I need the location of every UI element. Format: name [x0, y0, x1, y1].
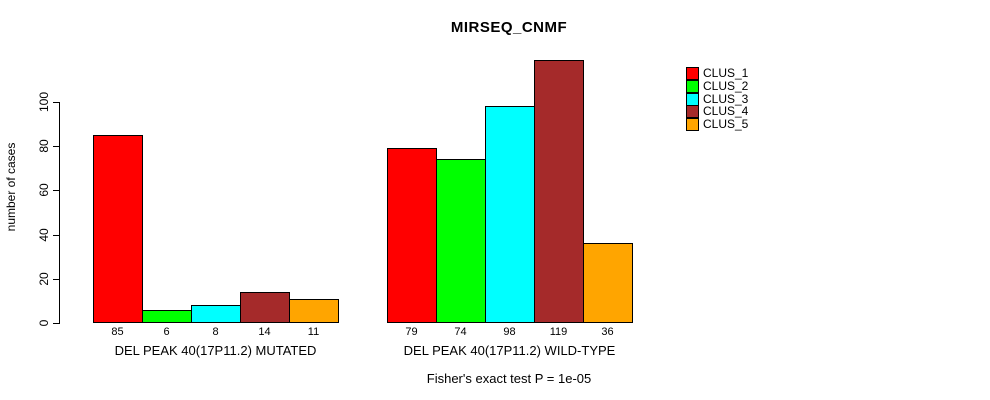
bar-clus_4-group1	[240, 292, 290, 323]
legend-label: CLUS_1	[703, 66, 749, 80]
legend-swatch-clus_3	[686, 92, 699, 106]
legend-swatch-clus_4	[686, 105, 699, 119]
bar-clus_2-group2	[436, 159, 486, 323]
bar-value-label: 11	[307, 326, 320, 338]
annotation-text: Fisher's exact test P = 1e-05	[426, 371, 592, 386]
legend-label: CLUS_3	[703, 91, 749, 106]
bar-clus_1-group2	[387, 148, 437, 323]
y-axis-tick-label: 40	[37, 227, 51, 242]
legend-label: CLUS_4	[703, 104, 749, 119]
bar-value-label: 119	[549, 326, 568, 338]
legend-swatch-clus_2	[686, 79, 699, 93]
bar-value-label: 74	[454, 326, 467, 338]
bar-clus_4-group2	[534, 60, 584, 323]
y-axis-tick-label: 0	[37, 319, 51, 327]
bar-value-label: 14	[258, 326, 271, 338]
y-axis-line	[59, 102, 60, 324]
bar-clus_3-group2	[485, 106, 535, 323]
bar-clus_5-group1	[289, 298, 339, 323]
legend-swatch-clus_1	[686, 67, 699, 80]
bar-value-label: 85	[111, 326, 124, 338]
chart-title: MIRSEQ_CNMF	[450, 19, 568, 36]
bar-clus_1-group1	[93, 135, 143, 323]
legend-label: CLUS_5	[703, 117, 749, 132]
y-axis-tick	[53, 278, 59, 280]
bar-value-label: 98	[503, 326, 516, 338]
bar-value-label: 36	[601, 326, 614, 338]
y-axis-tick	[53, 234, 59, 236]
y-axis-label: number of cases	[4, 142, 18, 232]
group-label: DEL PEAK 40(17P11.2) MUTATED	[114, 343, 317, 358]
y-axis-tick-label: 60	[37, 183, 51, 198]
group-label: DEL PEAK 40(17P11.2) WILD-TYPE	[403, 343, 616, 358]
legend-label: CLUS_2	[703, 78, 749, 93]
y-axis-tick-label: 80	[37, 139, 51, 153]
bar-clus_5-group2	[583, 243, 633, 323]
bar-value-label: 8	[212, 326, 219, 338]
y-axis-tick	[53, 146, 59, 148]
bar-clus_3-group1	[191, 305, 241, 323]
y-axis-tick-label: 100	[37, 91, 51, 113]
bar-value-label: 6	[163, 326, 170, 338]
y-axis-tick-label: 20	[37, 272, 51, 286]
legend-swatch-clus_5	[686, 118, 699, 132]
bar-value-label: 79	[405, 326, 418, 338]
y-axis-tick	[53, 102, 59, 103]
bar-clus_2-group1	[142, 309, 192, 323]
y-axis-tick	[53, 190, 59, 192]
y-axis-tick	[53, 323, 59, 324]
